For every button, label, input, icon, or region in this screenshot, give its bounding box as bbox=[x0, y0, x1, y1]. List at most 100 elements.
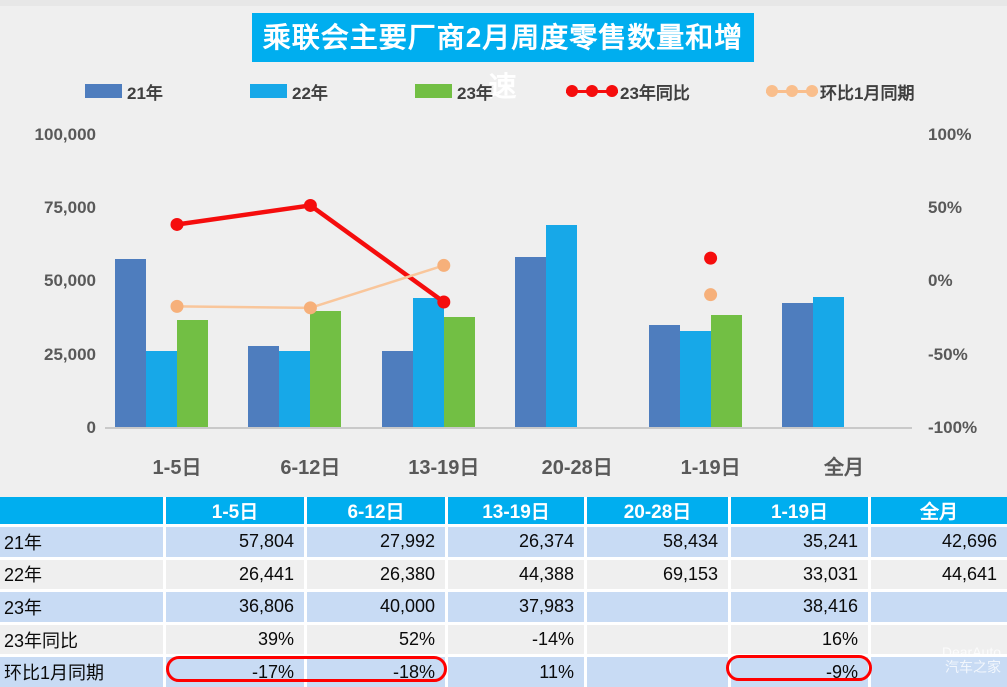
y-right-tick: -100% bbox=[928, 418, 978, 437]
marker-环比1月同期-1-5日 bbox=[170, 299, 184, 313]
x-axis-line bbox=[105, 427, 912, 429]
legend-item-23年同比: 23年同比 bbox=[566, 80, 690, 103]
line-segment-环比1月同期 bbox=[176, 305, 311, 310]
marker-环比1月同期-13-19日 bbox=[437, 258, 451, 272]
table-cell-23年同比-13-19日: -14% bbox=[445, 624, 584, 655]
x-axis-label: 全月 bbox=[824, 457, 864, 479]
table-cell-22年-1-19日: 33,031 bbox=[728, 559, 868, 590]
marker-环比1月同期-1-19日 bbox=[704, 288, 718, 302]
table-cell-21年-6-12日: 27,992 bbox=[304, 527, 445, 557]
table-header-cell: 6-12日 bbox=[304, 497, 445, 524]
table-cell-22年-6-12日: 26,380 bbox=[304, 559, 445, 590]
y-right-tick: -50% bbox=[928, 344, 968, 364]
legend-label: 21年 bbox=[127, 83, 163, 103]
table-cell-23年-20-28日 bbox=[584, 592, 728, 622]
line-segment-23年同比 bbox=[176, 203, 311, 227]
legend-item-22年: 22年 bbox=[250, 80, 328, 103]
table-cell-21年-全月: 42,696 bbox=[868, 527, 1007, 557]
y-left-tick: 75,000 bbox=[44, 198, 96, 217]
legend-swatch-icon bbox=[415, 84, 452, 98]
chart-legend: 21年 22年 23年 23年同比 环比1月同期 bbox=[0, 80, 1007, 103]
table-row-label: 22年 bbox=[4, 565, 43, 586]
table-cell-23年同比-6-12日: 52% bbox=[304, 624, 445, 655]
marker-23年同比-6-12日 bbox=[303, 198, 317, 212]
table-cell-环比1月同期-6-12日: -18% bbox=[304, 657, 445, 687]
table-cell-21年-1-5日: 57,804 bbox=[163, 527, 304, 557]
table-row-label: 23年 bbox=[4, 597, 43, 618]
x-axis-label: 1-5日 bbox=[152, 457, 202, 479]
chart-title: 乘联会主要厂商2月周度零售数量和增速 bbox=[252, 13, 754, 102]
bar-22年-1-19日 bbox=[679, 331, 711, 427]
table-cell-21年-20-28日: 58,434 bbox=[584, 527, 728, 557]
legend-label: 环比1月同期 bbox=[820, 83, 915, 103]
table-cell-22年-13-19日: 44,388 bbox=[445, 559, 584, 590]
x-axis-label: 6-12日 bbox=[280, 457, 341, 479]
legend-line-marker-icon bbox=[766, 84, 818, 98]
bar-22年-全月 bbox=[813, 297, 844, 427]
table-cell-23年-1-19日: 38,416 bbox=[728, 592, 868, 622]
bar-22年-13-19日 bbox=[412, 297, 444, 427]
table-cell-环比1月同期-20-28日 bbox=[584, 657, 728, 687]
legend-label: 23年 bbox=[457, 83, 493, 103]
table-cell-22年-全月: 44,641 bbox=[868, 559, 1007, 590]
table-row: 21年 57,804 27,992 26,374 58,434 35,241 42,696 bbox=[0, 527, 1007, 557]
bar-23年-1-19日 bbox=[710, 315, 742, 427]
table-cell-环比1月同期-13-19日: 11% bbox=[445, 657, 584, 687]
y-right-tick: 0% bbox=[928, 271, 953, 290]
table-header-cell bbox=[0, 497, 163, 524]
table-row-label: 环比1月同期 bbox=[4, 663, 105, 684]
table-cell-23年-1-5日: 36,806 bbox=[163, 592, 304, 622]
legend-item-21年: 21年 bbox=[85, 80, 163, 103]
table-row: 1-5日 6-12日 13-19日 20-28日 1-19日 全月 bbox=[0, 497, 1007, 524]
bar-23年-6-12日 bbox=[310, 310, 342, 427]
top-edge-strip bbox=[0, 0, 1007, 6]
bar-23年-1-5日 bbox=[177, 320, 208, 427]
legend-swatch-icon bbox=[250, 84, 287, 98]
table-header-cell: 1-19日 bbox=[728, 497, 868, 524]
marker-23年同比-1-5日 bbox=[170, 217, 184, 231]
table-cell-23年同比-20-28日 bbox=[584, 624, 728, 655]
table-cell-23年同比-1-5日: 39% bbox=[163, 624, 304, 655]
x-axis-label: 13-19日 bbox=[408, 457, 480, 479]
legend-line-marker-icon bbox=[566, 84, 618, 98]
bar-22年-20-28日 bbox=[546, 225, 578, 427]
table-cell-21年-1-19日: 35,241 bbox=[728, 527, 868, 557]
table-cell-23年同比-1-19日: 16% bbox=[728, 624, 868, 655]
legend-label: 23年同比 bbox=[620, 83, 690, 103]
table-cell-23年-全月 bbox=[868, 592, 1007, 622]
x-axis-label: 1-19日 bbox=[680, 457, 741, 479]
y-right-tick: 100% bbox=[928, 125, 972, 144]
bar-21年-1-19日 bbox=[648, 324, 680, 427]
highlight-oval--17%--18% bbox=[166, 656, 447, 682]
bar-21年-全月 bbox=[782, 302, 813, 427]
table-row-label: 23年同比 bbox=[4, 630, 79, 651]
table-row-label: 21年 bbox=[4, 532, 43, 553]
table-row: 23年同比 39% 52% -14% 16% bbox=[0, 624, 1007, 655]
watermark: DearAuto 汽车之家 bbox=[942, 645, 1001, 675]
table-row: 23年 36,806 40,000 37,983 38,416 bbox=[0, 592, 1007, 622]
legend-label: 22年 bbox=[292, 83, 328, 103]
y-left-tick: 0 bbox=[86, 418, 96, 437]
bar-21年-6-12日 bbox=[248, 345, 280, 427]
table-cell-23年-6-12日: 40,000 bbox=[304, 592, 445, 622]
table-header-cell: 13-19日 bbox=[445, 497, 584, 524]
y-left-tick: 25,000 bbox=[44, 344, 96, 364]
legend-swatch-icon bbox=[85, 84, 122, 98]
y-left-tick: 100,000 bbox=[34, 125, 96, 144]
y-left-tick: 50,000 bbox=[44, 271, 96, 290]
table-row: 22年 26,441 26,380 44,388 69,153 33,031 44,641 bbox=[0, 559, 1007, 590]
bar-23年-13-19日 bbox=[443, 316, 475, 427]
legend-item-23年: 23年 bbox=[415, 80, 493, 103]
bar-21年-20-28日 bbox=[515, 256, 547, 427]
bar-21年-1-5日 bbox=[115, 258, 146, 427]
table-cell-22年-20-28日: 69,153 bbox=[584, 559, 728, 590]
bar-21年-13-19日 bbox=[381, 350, 413, 427]
x-axis-label: 20-28日 bbox=[541, 457, 613, 479]
y-right-tick: 50% bbox=[928, 198, 963, 217]
table-cell-21年-13-19日: 26,374 bbox=[445, 527, 584, 557]
bar-22年-6-12日 bbox=[279, 350, 311, 427]
table-header-cell: 全月 bbox=[868, 497, 1007, 524]
table-header-cell: 1-5日 bbox=[163, 497, 304, 524]
legend-item-环比1月同期: 环比1月同期 bbox=[766, 80, 915, 103]
